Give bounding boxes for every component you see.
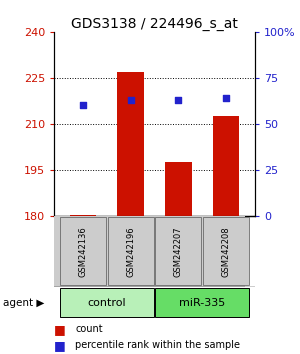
Text: control: control: [87, 298, 126, 308]
Bar: [213, 116, 239, 216]
Bar: [117, 72, 144, 216]
Text: GSM242196: GSM242196: [126, 226, 135, 277]
Bar: [203, 217, 249, 285]
Text: GSM242136: GSM242136: [78, 226, 87, 277]
Text: GSM242207: GSM242207: [174, 226, 183, 277]
Bar: [165, 162, 192, 216]
Title: GDS3138 / 224496_s_at: GDS3138 / 224496_s_at: [71, 17, 238, 31]
Text: agent ▶: agent ▶: [3, 298, 44, 308]
Bar: [155, 217, 201, 285]
Point: [224, 95, 229, 101]
Bar: [108, 217, 154, 285]
Text: miR-335: miR-335: [179, 298, 226, 308]
Text: GSM242208: GSM242208: [222, 226, 231, 277]
Point: [176, 97, 181, 103]
Text: ■: ■: [54, 339, 66, 352]
Point: [128, 97, 133, 103]
Text: percentile rank within the sample: percentile rank within the sample: [75, 340, 240, 350]
Text: count: count: [75, 324, 103, 334]
Bar: [155, 288, 249, 317]
Text: ■: ■: [54, 323, 66, 336]
Point: [80, 103, 85, 108]
Bar: [60, 288, 154, 317]
Bar: [60, 217, 106, 285]
Bar: [70, 215, 96, 216]
